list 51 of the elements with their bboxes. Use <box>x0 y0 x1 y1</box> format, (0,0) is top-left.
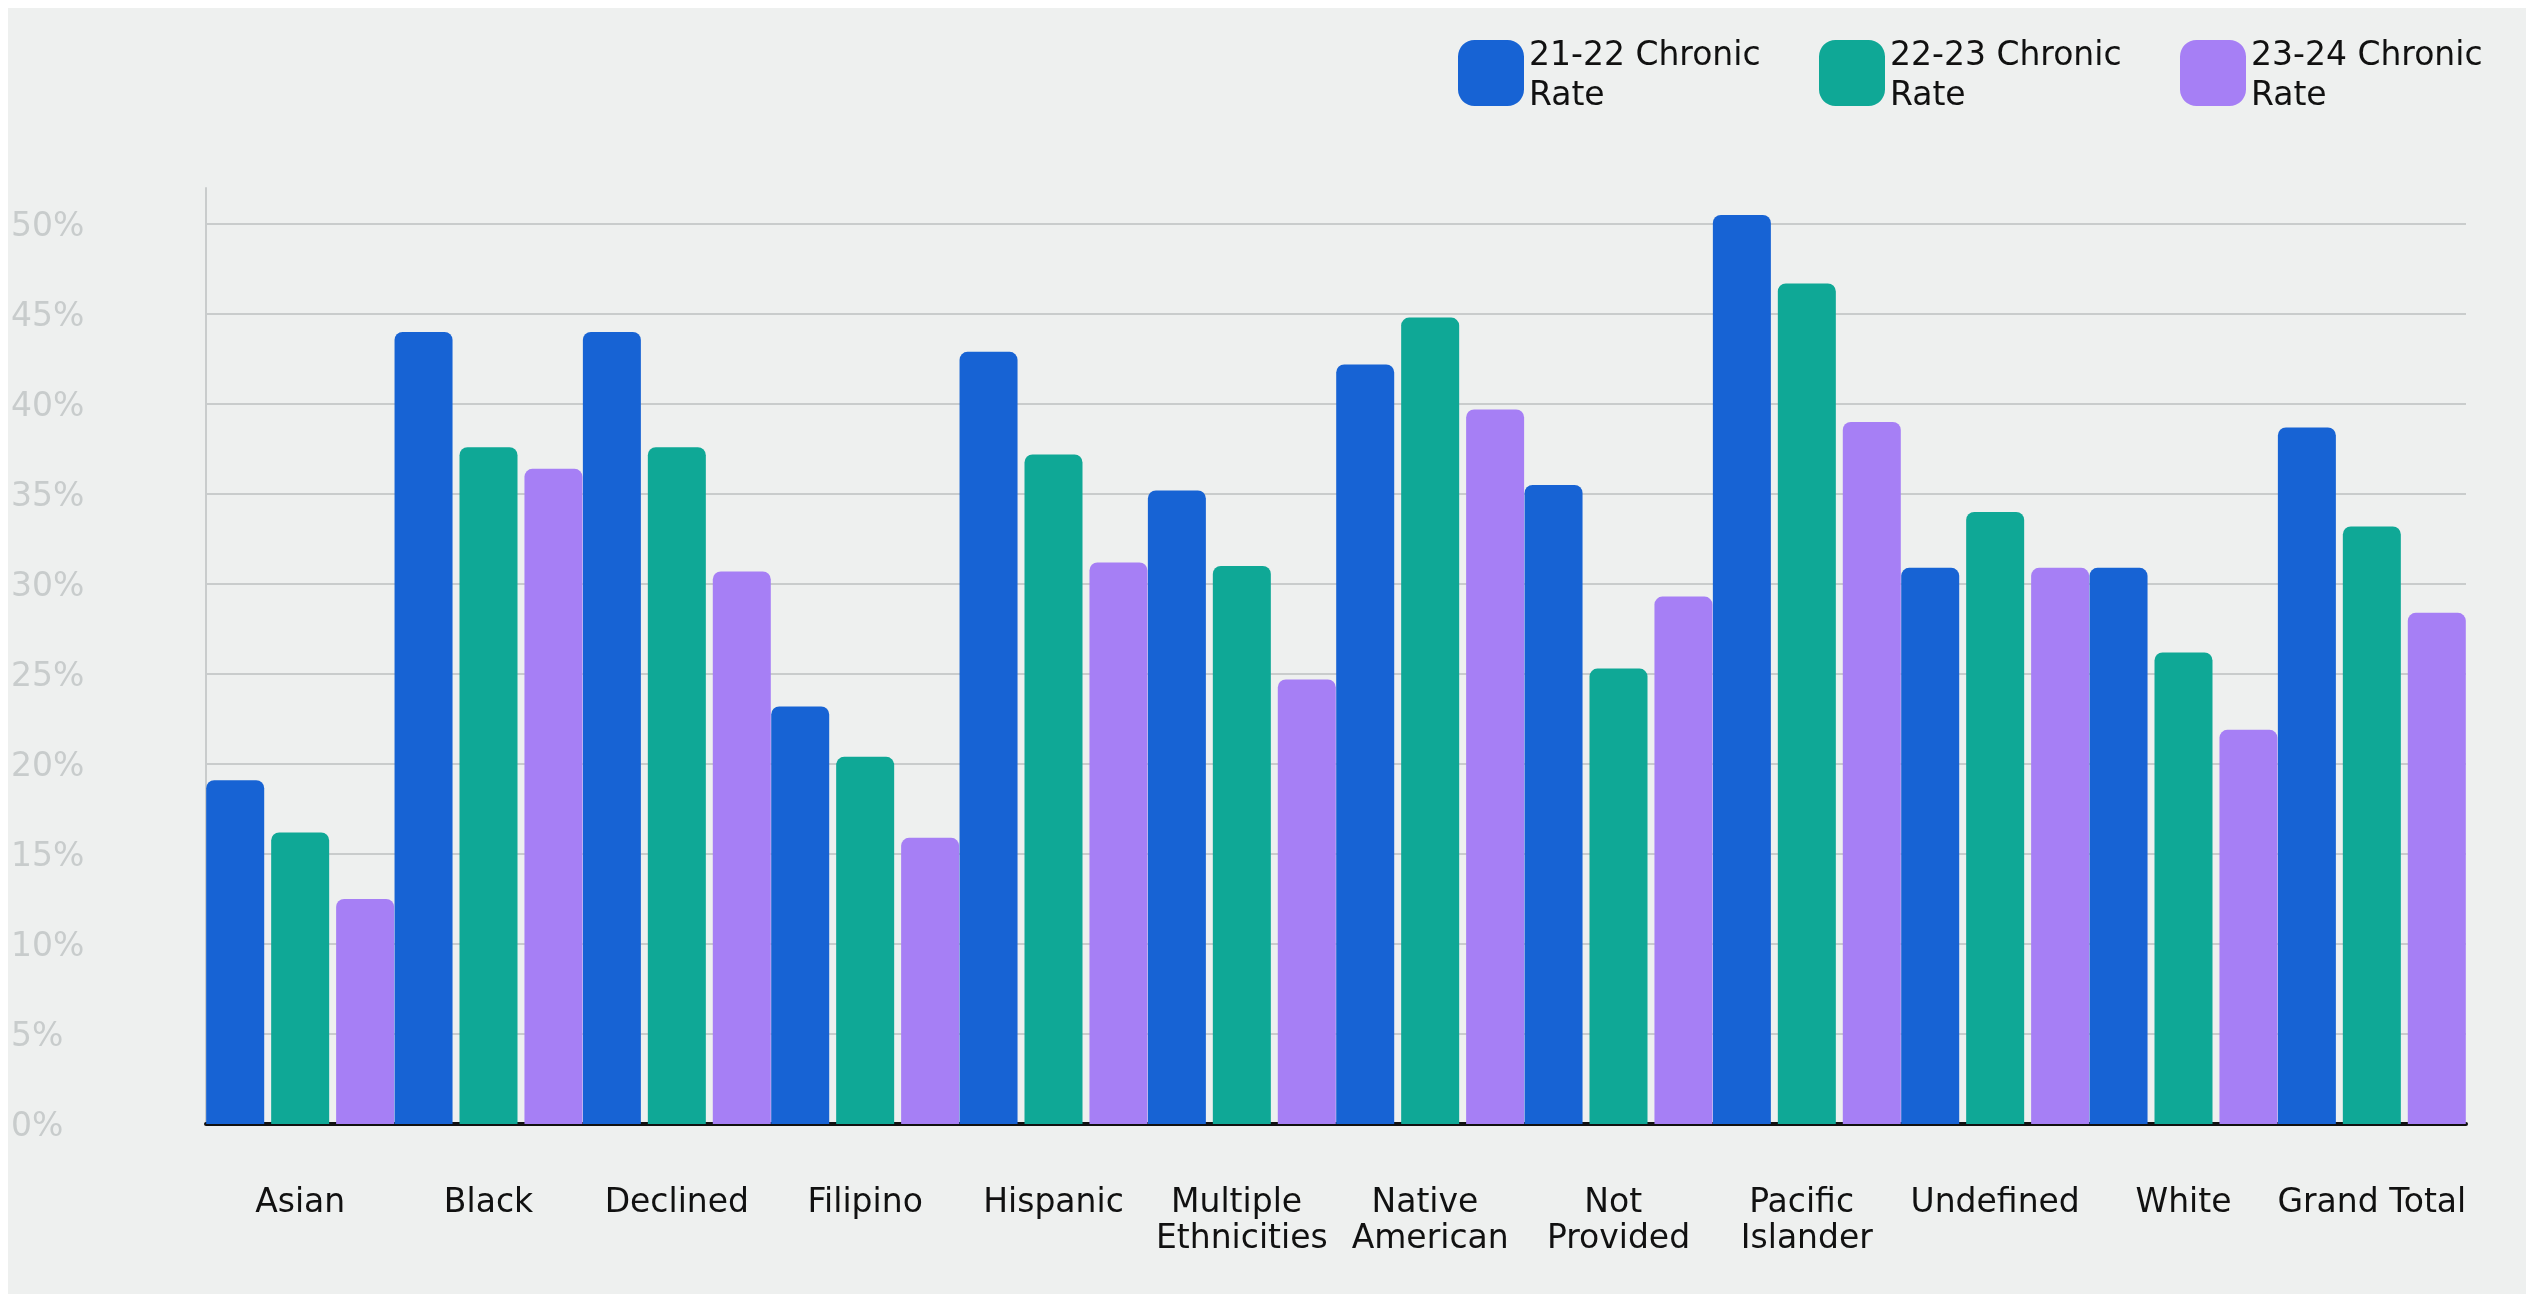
x-tick-label: Multiple Ethnicities <box>1155 1180 1328 1256</box>
x-tick-label: Filipino <box>807 1180 923 1220</box>
bar <box>2031 567 2090 1124</box>
legend-label: 21-22 Chronic Rate <box>1529 33 1772 113</box>
bar <box>2407 612 2466 1124</box>
bar <box>1401 317 1460 1124</box>
bar <box>1466 409 1525 1124</box>
x-tick-label: Asian <box>255 1180 346 1220</box>
x-tick-label: Hispanic <box>983 1180 1124 1220</box>
bar <box>1777 283 1836 1124</box>
bar <box>1524 485 1583 1124</box>
bar <box>2089 567 2148 1124</box>
x-tick-label: Undefined <box>1910 1180 2080 1220</box>
bar <box>771 706 830 1124</box>
x-tick-label: Pacific Islander <box>1740 1180 1874 1256</box>
x-tick-label: White <box>2135 1180 2232 1220</box>
bar <box>1712 215 1771 1124</box>
bar <box>336 899 395 1124</box>
bar <box>1212 566 1271 1124</box>
x-tick-label: Not Provided <box>1546 1180 1691 1256</box>
bar <box>836 756 895 1124</box>
bar <box>1336 364 1395 1124</box>
bar <box>1024 454 1083 1124</box>
bar <box>712 571 771 1124</box>
bar <box>206 780 265 1124</box>
bar <box>901 837 960 1124</box>
bar <box>2342 526 2401 1124</box>
bar <box>2154 652 2213 1124</box>
x-tick-label: Black <box>443 1180 535 1220</box>
bar <box>1147 490 1206 1124</box>
legend-label: 22-23 Chronic Rate <box>1890 33 2133 113</box>
bar <box>2219 729 2278 1124</box>
bar <box>1277 679 1336 1124</box>
bar <box>394 332 453 1124</box>
bar <box>1966 512 2025 1124</box>
x-tick-label: Native American <box>1351 1180 1509 1256</box>
bar <box>582 332 641 1124</box>
bar <box>1089 562 1148 1124</box>
x-tick-label: Declined <box>604 1180 750 1220</box>
bar <box>2277 427 2336 1124</box>
bar <box>524 468 583 1124</box>
bar <box>1589 668 1648 1124</box>
bar <box>1654 596 1713 1124</box>
bar <box>459 447 518 1124</box>
bar <box>1901 567 1960 1124</box>
bar <box>271 832 330 1124</box>
bar <box>647 447 706 1124</box>
bar <box>959 351 1018 1124</box>
legend-label: 23-24 Chronic Rate <box>2251 33 2494 113</box>
bar <box>1842 422 1901 1124</box>
x-tick-label: Grand Total <box>2277 1180 2467 1220</box>
